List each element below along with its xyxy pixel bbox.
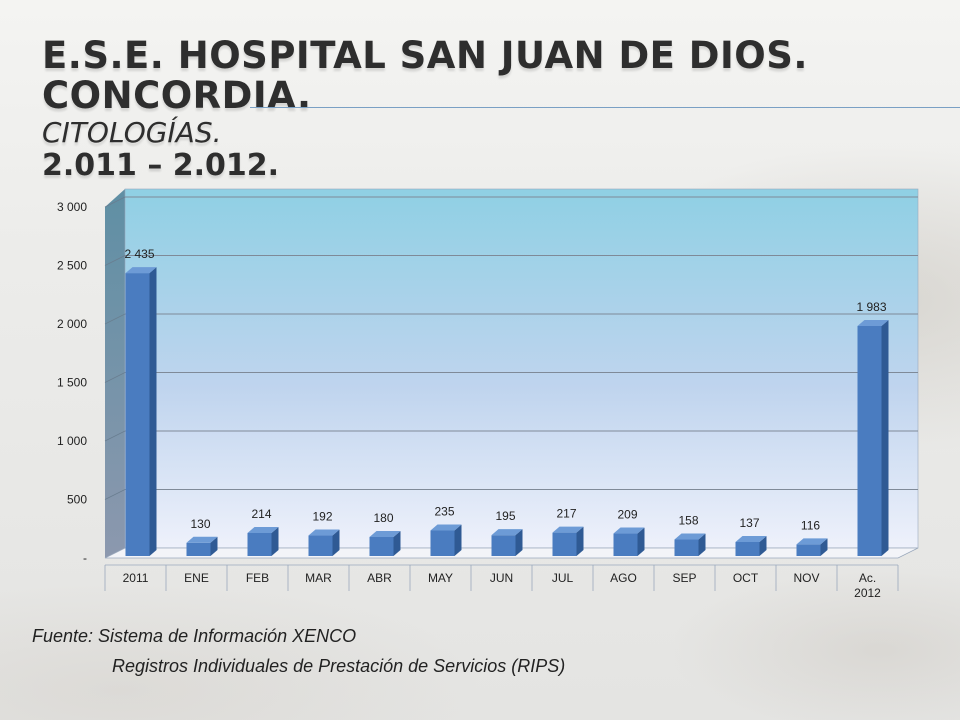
data-label: 209 bbox=[617, 508, 637, 522]
title-line-3: 2.011 – 2.012. bbox=[42, 148, 280, 184]
bar bbox=[674, 539, 699, 556]
x-tick-label: 2012 bbox=[854, 586, 881, 600]
gridline-side bbox=[104, 430, 126, 442]
title-line-1: E.S.E. Hospital San Juan de Dios. Concor… bbox=[42, 34, 808, 117]
y-tick-label: 1 500 bbox=[57, 376, 87, 390]
bar bbox=[491, 535, 516, 556]
x-tick-label: ENE bbox=[184, 571, 209, 585]
data-label: 192 bbox=[312, 510, 332, 524]
bar-side bbox=[210, 536, 218, 556]
bar-side bbox=[332, 529, 340, 556]
bar-top bbox=[125, 267, 157, 274]
bar-top bbox=[796, 538, 828, 545]
x-tick-label: OCT bbox=[733, 571, 759, 585]
bar bbox=[552, 532, 577, 556]
bar bbox=[125, 273, 150, 556]
bar bbox=[247, 532, 272, 556]
title-line-2: Citologías. bbox=[42, 115, 222, 149]
bar bbox=[735, 541, 760, 556]
x-tick-label: MAY bbox=[428, 571, 453, 585]
gridline-side bbox=[104, 255, 126, 266]
data-label: 158 bbox=[678, 514, 698, 528]
bar-side bbox=[393, 530, 401, 556]
bar-top bbox=[857, 319, 889, 326]
chart-side-wall bbox=[105, 189, 125, 558]
data-label: 217 bbox=[556, 507, 576, 521]
bar-side bbox=[698, 533, 706, 556]
bar-top bbox=[186, 536, 218, 543]
bar-top bbox=[613, 527, 645, 534]
bar bbox=[308, 535, 333, 556]
data-label: 195 bbox=[495, 509, 515, 523]
chart-back-wall bbox=[124, 188, 919, 549]
gridline-side bbox=[104, 196, 126, 208]
data-label: 137 bbox=[739, 516, 759, 530]
x-tick-label: MAR bbox=[305, 571, 332, 585]
data-label: 214 bbox=[251, 507, 271, 521]
x-tick-label: JUL bbox=[552, 571, 574, 585]
bar bbox=[857, 325, 882, 556]
y-tick-label: 2 500 bbox=[57, 259, 87, 273]
bar bbox=[430, 530, 455, 556]
x-tick-label: SEP bbox=[672, 571, 696, 585]
gridline-side bbox=[104, 313, 126, 325]
bar-top bbox=[735, 535, 767, 542]
y-tick-label: - bbox=[83, 551, 87, 565]
data-label: 235 bbox=[434, 505, 454, 519]
x-tick-label: AGO bbox=[610, 571, 637, 585]
bar-side bbox=[271, 526, 279, 556]
bar bbox=[796, 544, 821, 556]
x-tick-label: FEB bbox=[246, 571, 269, 585]
data-label: 1 983 bbox=[856, 300, 886, 314]
y-tick-label: 1 000 bbox=[57, 434, 87, 448]
data-label: 2 435 bbox=[124, 247, 154, 261]
bar-top bbox=[308, 529, 340, 536]
x-tick-label: JUN bbox=[490, 571, 513, 585]
data-label: 116 bbox=[801, 518, 820, 532]
x-tick-label: Ac. bbox=[859, 571, 876, 585]
x-tick-label: NOV bbox=[793, 571, 819, 585]
bar-side bbox=[149, 267, 157, 556]
title-underline bbox=[250, 107, 960, 108]
bar bbox=[369, 536, 394, 556]
y-tick-label: 500 bbox=[67, 493, 87, 507]
gridline-side bbox=[104, 489, 126, 500]
y-tick-label: 2 000 bbox=[57, 317, 87, 331]
slide-title: E.S.E. Hospital San Juan de Dios. Concor… bbox=[42, 36, 960, 183]
bar-top bbox=[430, 524, 462, 531]
bar-top bbox=[674, 533, 706, 540]
source-line-2: Registros Individuales de Prestación de … bbox=[112, 656, 566, 676]
bar-top bbox=[552, 526, 584, 533]
data-label: 180 bbox=[373, 511, 393, 525]
bar-top bbox=[247, 526, 279, 533]
y-tick-label: 3 000 bbox=[57, 200, 87, 214]
bar-side bbox=[576, 526, 584, 556]
bar-top bbox=[369, 530, 401, 537]
gridline-side bbox=[104, 372, 126, 383]
data-label: 130 bbox=[190, 517, 210, 531]
bar bbox=[613, 533, 638, 556]
bar-side bbox=[454, 524, 462, 556]
source-line-1: Fuente: Sistema de Información XENCO bbox=[32, 626, 357, 646]
x-tick-label: 2011 bbox=[123, 571, 149, 585]
bar-side bbox=[881, 319, 889, 556]
bar-side bbox=[515, 529, 523, 556]
bar-side bbox=[637, 527, 645, 556]
bar-side bbox=[759, 535, 767, 556]
bar-top bbox=[491, 529, 523, 536]
x-tick-label: ABR bbox=[367, 571, 392, 585]
bar-side bbox=[820, 538, 828, 556]
bar bbox=[186, 542, 211, 556]
